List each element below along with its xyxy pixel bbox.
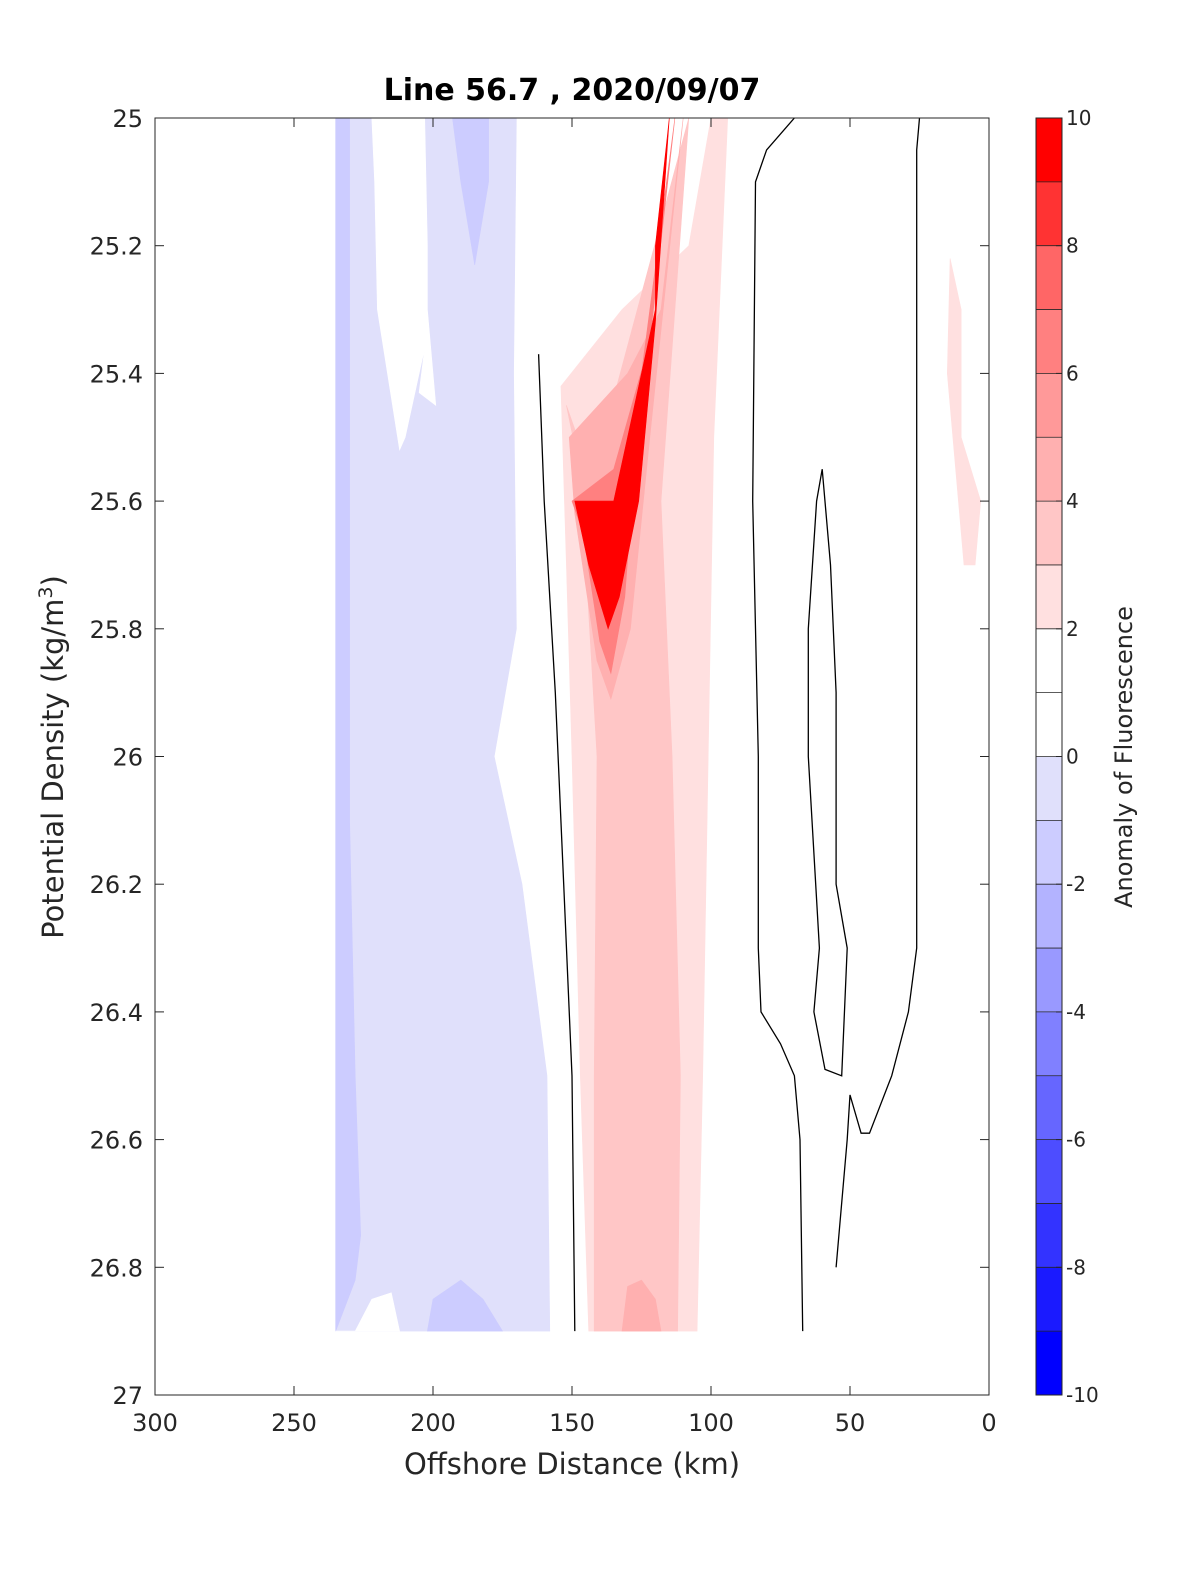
colorbar-swatch [1035, 181, 1063, 246]
y-axis-ticks: 25 25.2 25.4 25.6 25.8 26 26.2 26.4 26.6 26.8 27 [90, 105, 989, 1410]
x-axis-label: Offshore Distance (km) [404, 1447, 740, 1481]
colorbar-swatch [1035, 1203, 1063, 1268]
colorbar-swatch [1035, 1011, 1063, 1077]
contour-line-zero-contour-west [537, 354, 576, 1332]
colorbar-tick-label: 6 [1066, 361, 1079, 385]
y-axis-label-close: ) [36, 575, 70, 586]
colorbar-swatch [1035, 628, 1063, 693]
colorbar-tick-label: -8 [1066, 1255, 1086, 1279]
y-tick-label: 25.4 [90, 360, 143, 388]
y-axis-label: Potential Density (kg/m3) [35, 575, 70, 939]
fill-region-zero-white-pocket [371, 118, 437, 452]
colorbar-tick-label: -6 [1066, 1128, 1086, 1152]
colorbar-tick-label: 8 [1066, 234, 1079, 258]
contour-line-zero-contour-east-inner [835, 118, 921, 1268]
x-tick-label: 150 [549, 1409, 595, 1437]
fill-region-neg-west-strip [335, 118, 362, 1332]
colorbar-swatch [1035, 1075, 1063, 1140]
colorbar-swatch [1035, 947, 1063, 1013]
colorbar-tick-label: 2 [1066, 617, 1079, 641]
colorbar-swatch [1035, 437, 1063, 502]
plot-area: 300 250 200 150 100 50 0 2525.225.425.625.8262… [90, 105, 997, 1437]
colorbar-tick-label: -4 [1066, 1000, 1086, 1024]
fill-region-pos-core-10 [574, 118, 670, 630]
y-tick-label: 25.2 [90, 233, 143, 261]
fill-region-pos-mid-band [566, 118, 690, 1332]
colorbar-swatch [1035, 1267, 1063, 1332]
fill-region-neg-bottom-lobe [427, 1279, 504, 1332]
x-tick-label: 50 [835, 1409, 866, 1437]
x-tick-label: 200 [410, 1409, 456, 1437]
x-tick-label: 250 [271, 1409, 317, 1437]
colorbar-tick-label: 0 [1066, 745, 1079, 769]
y-tick-label: 27 [112, 1382, 143, 1410]
colorbar-tick-label: 10 [1066, 106, 1091, 130]
filled-contours [335, 118, 982, 1332]
x-tick-label: 0 [981, 1409, 996, 1437]
y-tick-label: 26.6 [90, 1127, 143, 1155]
colorbar-swatch [1035, 883, 1063, 949]
fill-region-neg-top-lobe [452, 118, 489, 265]
colorbar-swatch [1035, 500, 1063, 566]
x-tick-label: 100 [688, 1409, 734, 1437]
colorbar-swatches [1035, 117, 1063, 1396]
y-tick-label: 26.8 [90, 1254, 143, 1282]
colorbar-swatch [1035, 373, 1063, 438]
colorbar-swatch [1035, 117, 1063, 183]
y-axis-label-superscript: 3 [35, 586, 57, 598]
contour-lines [537, 118, 921, 1332]
x-tick-label: 300 [132, 1409, 178, 1437]
contour-line-zero-contour-east-outer [752, 118, 804, 1332]
colorbar-swatch [1035, 309, 1063, 374]
colorbar-swatch [1035, 564, 1063, 630]
chart-title: Line 56.7 , 2020/09/07 [384, 73, 761, 108]
y-tick-label: 25.6 [90, 488, 143, 516]
colorbar-label: Anomaly of Fluorescence [1110, 606, 1138, 908]
colorbar-swatch [1035, 1139, 1063, 1204]
colorbar-tick-label: -2 [1066, 872, 1086, 896]
x-axis-ticks: 300 250 200 150 100 50 0 [132, 118, 997, 1437]
y-tick-label: 25.8 [90, 616, 143, 644]
colorbar-swatch [1035, 1330, 1063, 1396]
y-tick-label: 26.2 [90, 871, 143, 899]
y-tick-label: 26.4 [90, 999, 143, 1027]
colorbar-tick-label: -10 [1066, 1383, 1099, 1407]
y-tick-label: 26 [112, 744, 143, 772]
colorbar: -10 -8 -6 -4 -2 0 2 4 6 8 10 Anomaly of Fluorescen… [1035, 106, 1138, 1407]
colorbar-swatch [1035, 820, 1063, 885]
colorbar-ticks: -10 -8 -6 -4 -2 0 2 4 6 8 10 [1036, 106, 1099, 1407]
fill-region-zero-bottom-notch [335, 1292, 400, 1332]
fill-region-pos-bottom-blob [621, 1279, 662, 1332]
colorbar-tick-label: 4 [1066, 489, 1079, 513]
colorbar-swatch [1035, 756, 1063, 821]
colorbar-swatch [1035, 245, 1063, 310]
colorbar-swatch [1035, 692, 1063, 757]
y-tick-label: 25 [112, 105, 143, 133]
contour-line-zero-contour-inner-loop [807, 469, 848, 1077]
y-axis-label-main: Potential Density (kg/m [36, 599, 70, 939]
fill-region-pos-east-sliver [946, 258, 982, 566]
